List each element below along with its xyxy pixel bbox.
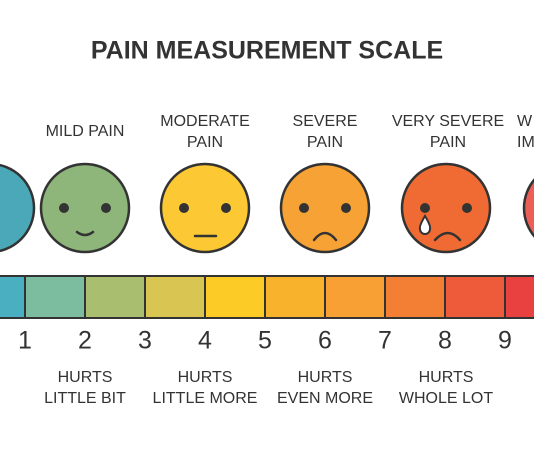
faces <box>0 162 534 254</box>
face-label: SEVERE <box>293 113 358 130</box>
description: HURTS <box>58 369 113 386</box>
description: HURTS <box>419 369 474 386</box>
face-mild <box>39 162 131 254</box>
scale-number: 7 <box>378 327 392 355</box>
scale-number: 1 <box>18 327 32 355</box>
face-label: PAIN <box>430 134 466 151</box>
face-label: MILD PAIN <box>46 123 125 140</box>
description: HURTS <box>178 369 233 386</box>
scale-number: 4 <box>198 327 212 355</box>
face-label: MODERATE <box>160 113 249 130</box>
description: HURTS <box>298 369 353 386</box>
scale-number: 6 <box>318 327 332 355</box>
face-label: PAIN <box>187 134 223 151</box>
face-label: PAIN <box>307 134 343 151</box>
color-bar <box>0 275 534 319</box>
scale-number: 2 <box>78 327 92 355</box>
face-severe <box>279 162 371 254</box>
face-label: W <box>517 113 533 130</box>
description: WHOLE LOT <box>399 390 493 407</box>
face-very-severe <box>400 162 492 254</box>
face-none <box>0 163 36 253</box>
face-label: VERY SEVERE <box>392 113 504 130</box>
description: LITTLE BIT <box>44 390 126 407</box>
scale-number: 3 <box>138 327 152 355</box>
scale-number: 8 <box>438 327 452 355</box>
face-label: IM <box>517 134 534 151</box>
scale-number: 9 <box>498 327 512 355</box>
description: EVEN MORE <box>277 390 373 407</box>
face-moderate <box>159 162 251 254</box>
face-worst <box>522 178 534 238</box>
scale-number: 5 <box>258 327 272 355</box>
title: PAIN MEASUREMENT SCALE <box>91 37 443 65</box>
description: LITTLE MORE <box>153 390 258 407</box>
